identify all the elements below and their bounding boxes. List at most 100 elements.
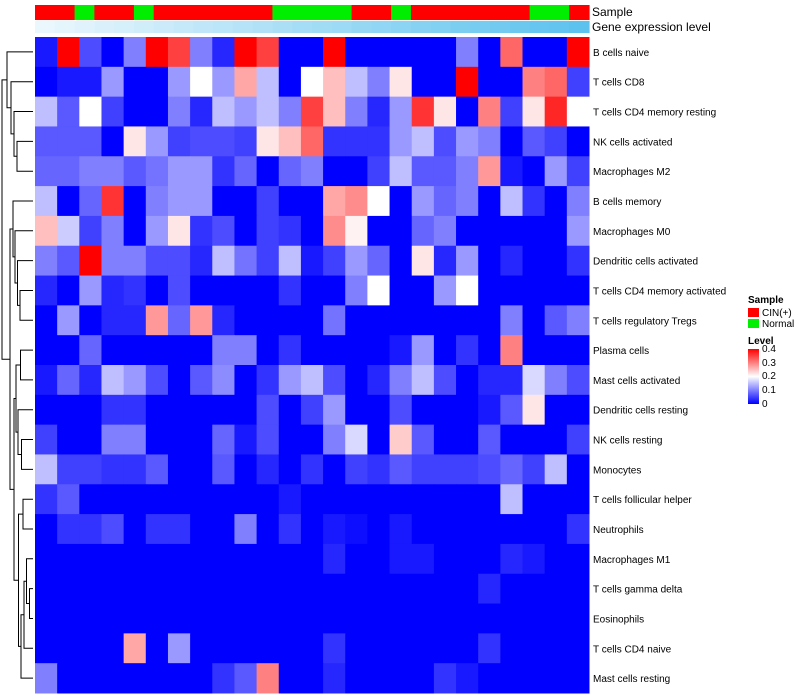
- heatmap-cell: [566, 603, 590, 634]
- heatmap-cell: [411, 514, 435, 545]
- row-label: Macrophages M0: [593, 227, 671, 238]
- heatmap-cell: [367, 365, 391, 396]
- heatmap-cell: [389, 156, 413, 187]
- heatmap-cell: [234, 454, 258, 485]
- heatmap-cell: [544, 484, 568, 515]
- heatmap-cell: [101, 335, 125, 366]
- heatmap-cell: [456, 543, 479, 575]
- heatmap-cell: [411, 66, 435, 98]
- heatmap-cell: [345, 633, 368, 664]
- heatmap-cell: [566, 424, 590, 455]
- heatmap-cell: [456, 335, 479, 366]
- heatmap-cell: [411, 603, 435, 634]
- heatmap-cell: [522, 573, 546, 605]
- dendrogram-branch: [19, 290, 33, 321]
- heatmap-cell: [212, 603, 235, 634]
- heatmap-cell: [367, 424, 391, 455]
- heatmap-cell: [478, 573, 501, 605]
- sample-legend-title: Sample: [748, 295, 784, 306]
- sample-annotation-cell: [232, 5, 254, 20]
- heatmap-cell: [57, 156, 80, 187]
- heatmap-cell: [478, 96, 501, 127]
- heatmap-cell: [478, 275, 501, 306]
- heatmap-cell: [167, 126, 191, 157]
- dendrogram-branch: [29, 588, 33, 619]
- heatmap-cell: [256, 186, 280, 217]
- level-legend-title: Level: [748, 336, 774, 347]
- heatmap-cell: [411, 96, 435, 127]
- heatmap-cells: [35, 37, 590, 694]
- heatmap-cell: [367, 275, 391, 306]
- heatmap-cell: [145, 245, 169, 277]
- heatmap-cell: [411, 215, 435, 247]
- heatmap-cell: [433, 543, 457, 575]
- heatmap-cell: [323, 335, 346, 366]
- heatmap-cell: [57, 335, 80, 366]
- heatmap-cell: [345, 156, 368, 187]
- heatmap-cell: [212, 215, 235, 247]
- heatmap-cell: [522, 514, 546, 545]
- heatmap-cell: [167, 543, 191, 575]
- heatmap-cell: [256, 96, 280, 127]
- heatmap-cell: [389, 126, 413, 157]
- heatmap-cell: [500, 514, 524, 545]
- heatmap-cell: [389, 424, 413, 455]
- heatmap-cell: [411, 454, 435, 485]
- heatmap-cell: [456, 454, 479, 485]
- heatmap-cell: [300, 66, 324, 98]
- heatmap-cell: [566, 484, 590, 515]
- heatmap-cell: [433, 663, 457, 694]
- heatmap-cell: [411, 305, 435, 336]
- heatmap-cell: [190, 215, 213, 247]
- heatmap-cell: [145, 66, 169, 98]
- heatmap-cell: [35, 633, 58, 664]
- heatmap-cell: [522, 424, 546, 455]
- heatmap-cell: [101, 663, 125, 694]
- heatmap-cell: [566, 454, 590, 485]
- heatmap-cell: [411, 186, 435, 217]
- heatmap-cell: [79, 37, 102, 68]
- expression-annotation-cell: [54, 21, 76, 33]
- heatmap-cell: [123, 663, 147, 694]
- heatmap-cell: [212, 543, 235, 575]
- expression-annotation-cell: [153, 21, 175, 33]
- heatmap-cell: [345, 126, 368, 157]
- heatmap-cell: [478, 37, 501, 68]
- heatmap-cell: [35, 245, 58, 277]
- row-label: Macrophages M2: [593, 167, 671, 178]
- heatmap-cell: [101, 365, 125, 396]
- heatmap-cell: [456, 514, 479, 545]
- heatmap-cell: [167, 186, 191, 217]
- heatmap-cell: [478, 335, 501, 366]
- heatmap-cell: [566, 663, 590, 694]
- heatmap-cell: [500, 543, 524, 575]
- heatmap-cell: [300, 96, 324, 127]
- dendrogram-branch: [20, 614, 33, 679]
- heatmap-cell: [300, 245, 324, 277]
- heatmap-cell: [190, 573, 213, 605]
- heatmap-cell: [300, 335, 324, 366]
- heatmap-cell: [190, 305, 213, 336]
- heatmap-cell: [522, 96, 546, 127]
- level-tick-0-3: 0.3: [762, 358, 776, 369]
- heatmap-cell: [500, 215, 524, 247]
- heatmap-cell: [145, 514, 169, 545]
- heatmap-cell: [35, 126, 58, 157]
- heatmap-cell: [278, 156, 302, 187]
- heatmap-cell: [35, 186, 58, 217]
- heatmap-cell: [256, 365, 280, 396]
- heatmap-cell: [145, 543, 169, 575]
- heatmap-cell: [522, 543, 546, 575]
- legend-label-cin: CIN(+): [762, 308, 792, 319]
- heatmap-cell: [234, 37, 258, 68]
- heatmap-cell: [145, 96, 169, 127]
- heatmap-cell: [544, 96, 568, 127]
- heatmap-cell: [522, 156, 546, 187]
- heatmap-cell: [566, 96, 590, 127]
- heatmap-cell: [433, 484, 457, 515]
- heatmap-cell: [544, 543, 568, 575]
- heatmap-cell: [500, 633, 524, 664]
- heatmap-cell: [500, 66, 524, 98]
- row-dendrogram: [1, 51, 33, 679]
- heatmap-cell: [300, 275, 324, 306]
